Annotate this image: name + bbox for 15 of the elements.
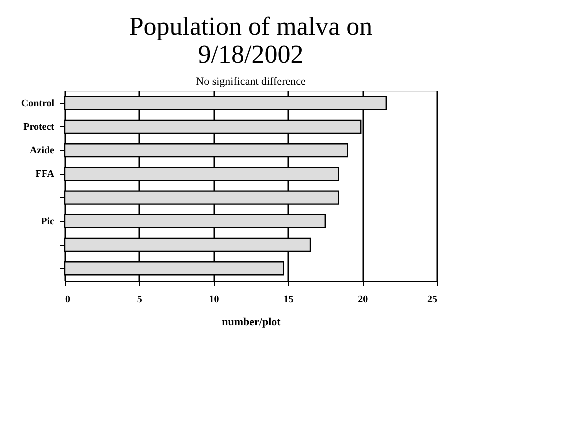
x-axis-title: number/plot bbox=[222, 316, 282, 328]
x-tick-label: 15 bbox=[284, 294, 294, 306]
y-tick-label: Protect bbox=[24, 122, 56, 133]
x-tick-label: 0 bbox=[66, 294, 70, 306]
y-tick-label: Pic bbox=[41, 216, 56, 228]
text: 9/18/2002 bbox=[198, 40, 304, 69]
x-tick-label: 10 bbox=[209, 294, 220, 306]
x-tick-label: 25 bbox=[428, 294, 438, 306]
y-tick-label: Control bbox=[21, 98, 55, 110]
x-tick-label: 5 bbox=[137, 294, 142, 306]
x-tick-label: 20 bbox=[358, 294, 368, 306]
y-tick-label: Azide bbox=[30, 146, 56, 157]
y-tick-label: FFA bbox=[36, 169, 56, 180]
text: Population of malva on bbox=[129, 12, 373, 41]
chart-subtitle: No significant difference bbox=[196, 76, 306, 88]
